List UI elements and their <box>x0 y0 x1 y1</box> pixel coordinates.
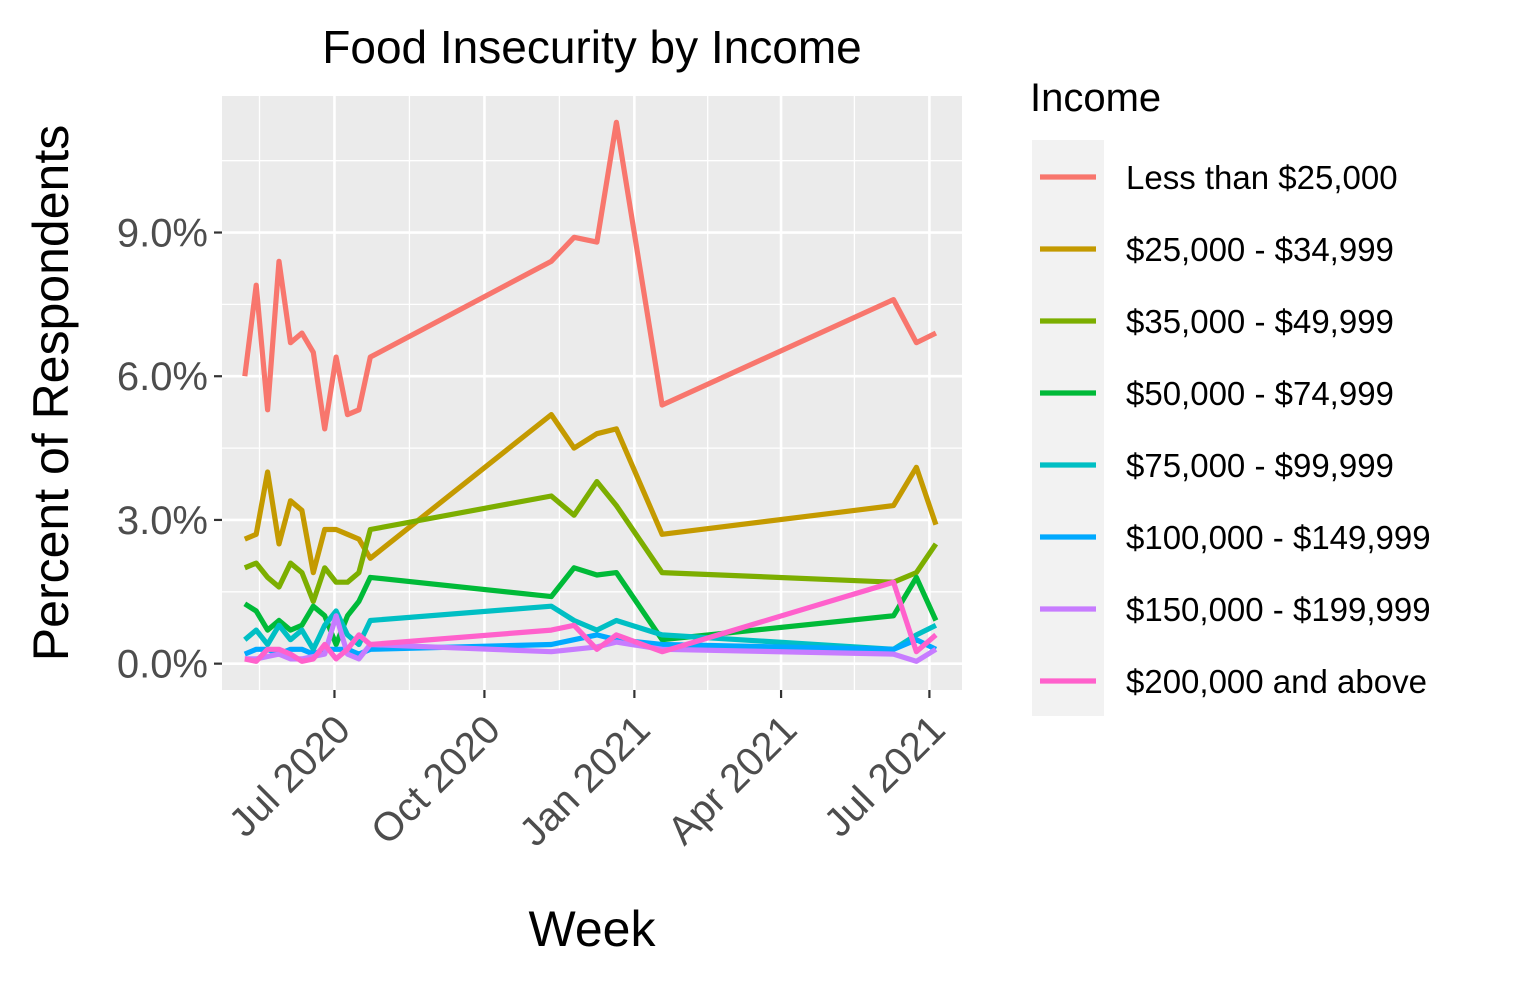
y-tick-label: 0.0% <box>117 643 208 687</box>
y-tick-label: 9.0% <box>117 212 208 256</box>
legend-label: $200,000 and above <box>1126 663 1427 700</box>
legend-title: Income <box>1030 76 1161 120</box>
x-tick-label: Jul 2021 <box>816 707 954 845</box>
series-line-200-000-and-above <box>244 579 938 664</box>
legend-key-background <box>1032 140 1104 716</box>
series-layer <box>242 119 939 664</box>
legend-label: $25,000 - $34,999 <box>1126 231 1394 268</box>
legend-items: Less than $25,000 $25,000 - $34,999 $35,00… <box>1040 159 1431 700</box>
x-axis: Jul 2020 Oct 2020 Jan 2021 Apr 2021 Jul 2021 <box>221 690 954 855</box>
series-line-less-than-25-000 <box>242 119 938 432</box>
x-axis-label: Week <box>529 901 657 957</box>
x-tick-label: Oct 2020 <box>363 707 509 853</box>
series-line-50-000-74-999 <box>243 565 939 648</box>
legend-label: Less than $25,000 <box>1126 159 1398 196</box>
series-line-35-000-49-999 <box>243 479 939 605</box>
series-line-25-000-34-999 <box>243 412 939 576</box>
x-tick-label: Jan 2021 <box>511 707 658 854</box>
x-tick-label: Jul 2020 <box>221 707 359 845</box>
legend-label: $100,000 - $149,999 <box>1126 519 1431 556</box>
y-axis: 0.0% 3.0% 6.0% 9.0% <box>117 212 222 687</box>
chart-title: Food Insecurity by Income <box>322 21 861 73</box>
y-axis-label: Percent of Respondents <box>23 125 79 661</box>
y-tick-label: 6.0% <box>117 355 208 399</box>
grid-minor <box>222 96 962 690</box>
y-tick-label: 3.0% <box>117 499 208 543</box>
x-tick-label: Apr 2021 <box>660 707 806 853</box>
legend-label: $50,000 - $74,999 <box>1126 375 1394 412</box>
legend-label: $75,000 - $99,999 <box>1126 447 1394 484</box>
legend: Income Less than $25,000 $25,000 - $34,99… <box>1030 76 1431 716</box>
legend-label: $35,000 - $49,999 <box>1126 303 1394 340</box>
grid-major <box>222 96 962 690</box>
legend-label: $150,000 - $199,999 <box>1126 591 1431 628</box>
